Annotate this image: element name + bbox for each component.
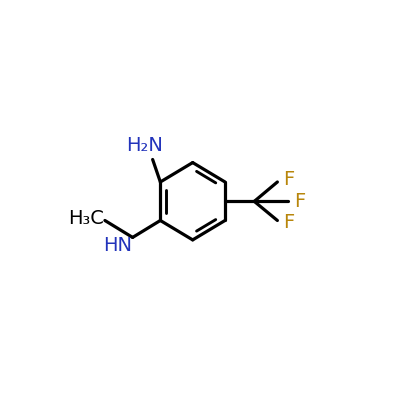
Text: F: F xyxy=(284,214,295,232)
Text: H₃C: H₃C xyxy=(68,209,104,228)
Text: H₂N: H₂N xyxy=(126,136,163,154)
Text: HN: HN xyxy=(103,236,132,255)
Text: F: F xyxy=(294,192,306,211)
Text: F: F xyxy=(284,170,295,189)
